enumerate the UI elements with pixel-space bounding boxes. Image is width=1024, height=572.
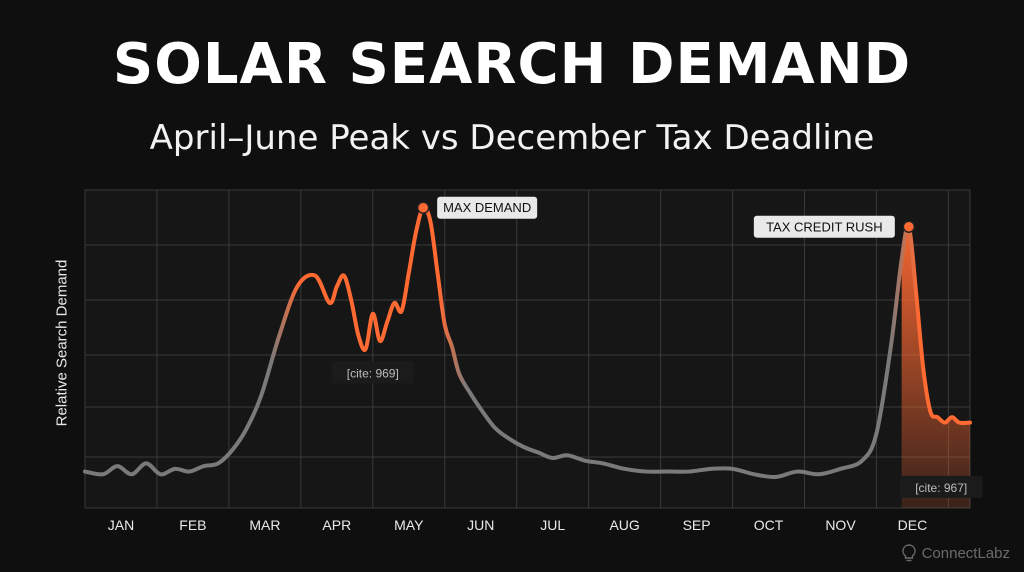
x-tick-label: JUL xyxy=(540,517,565,533)
x-tick-label: APR xyxy=(322,517,351,533)
note-labels: [cite: 969] [cite: 967] xyxy=(331,361,983,498)
x-tick-label: MAR xyxy=(249,517,280,533)
note-label: [cite: 969] xyxy=(347,367,399,381)
x-tick-label: JAN xyxy=(108,517,134,533)
area-layer xyxy=(901,226,970,508)
note-box xyxy=(331,361,415,384)
annotation-box xyxy=(437,196,538,219)
brand-name: ConnectLabz xyxy=(921,544,1010,562)
dec-area-fill xyxy=(901,226,970,508)
line-layer xyxy=(83,205,972,480)
chart-title: SOLAR SEARCH DEMAND xyxy=(112,32,912,97)
x-tick-label: NOV xyxy=(825,517,856,533)
annotation-marker xyxy=(902,220,916,234)
x-tick-label: AUG xyxy=(609,517,639,533)
annotation-marker xyxy=(416,201,430,214)
annotation-label: MAX DEMAND xyxy=(443,200,531,215)
note-label: [cite: 967] xyxy=(915,481,967,495)
x-tick-label: JUN xyxy=(467,517,494,533)
annotation-label: TAX CREDIT RUSH xyxy=(766,219,883,234)
plot-background xyxy=(84,189,971,509)
chart-subtitle: April–June Peak vs December Tax Deadline xyxy=(149,118,875,158)
demand-line xyxy=(83,205,972,480)
x-tick-label: OCT xyxy=(754,517,784,533)
annotations: MAX DEMAND TAX CREDIT RUSH xyxy=(416,196,916,238)
annotation-box xyxy=(753,215,895,238)
y-axis-label: Relative Search Demand xyxy=(53,259,71,427)
x-tick-label: MAY xyxy=(394,517,424,533)
x-tick-labels: JAN FEB MAR APR MAY JUN JUL AUG SEP OCT NOV DEC xyxy=(108,517,927,533)
watermark: ConnectLabz xyxy=(901,544,1010,562)
grid-lines xyxy=(85,190,970,508)
x-tick-label: DEC xyxy=(898,517,928,533)
x-tick-label: FEB xyxy=(179,517,206,533)
lightbulb-icon xyxy=(901,544,916,562)
x-tick-label: SEP xyxy=(683,517,711,533)
note-box xyxy=(899,475,983,498)
